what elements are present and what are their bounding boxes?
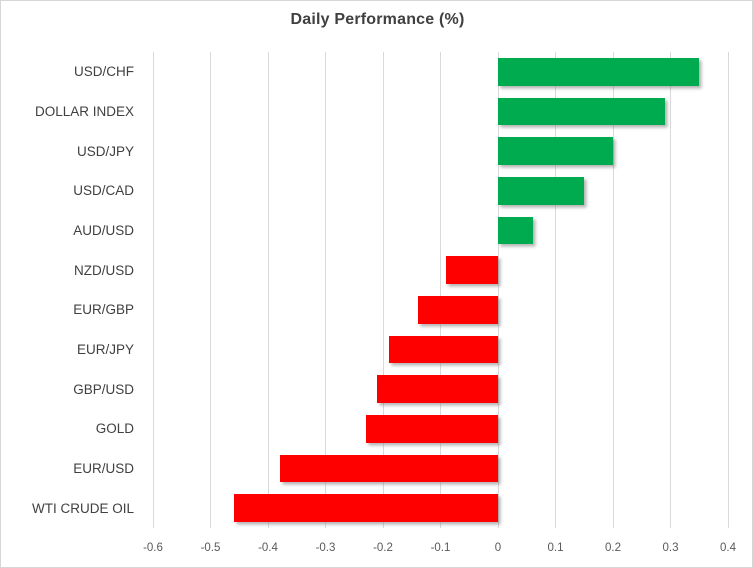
value-axis-tick-label: 0.3	[662, 542, 679, 554]
bar-usd-jpy	[498, 137, 613, 165]
category-label: DOLLAR INDEX	[34, 104, 134, 119]
value-axis-tick-label: 0	[494, 542, 502, 554]
bar-eur-jpy	[388, 335, 498, 364]
bar-wti-crude-oil	[233, 494, 498, 522]
bar-dollar-index	[498, 97, 665, 126]
vertical-gridline	[152, 52, 154, 528]
category-label: NZD/USD	[74, 262, 134, 278]
bar-gbp-usd	[377, 375, 498, 403]
category-label: USD/CAD	[73, 183, 134, 199]
value-axis-tick-label: 0.2	[605, 542, 621, 554]
vertical-gridline	[497, 52, 499, 528]
vertical-gridline	[440, 52, 441, 528]
category-label: USD/JPY	[76, 143, 134, 159]
vertical-gridline	[325, 52, 326, 528]
bar-eur-usd	[279, 454, 498, 483]
vertical-gridline	[555, 52, 556, 528]
value-axis-tick-label: 0.4	[720, 542, 736, 554]
bar-aud-usd	[498, 216, 533, 245]
category-label: EUR/USD	[73, 461, 134, 476]
value-axis-tick-label: -0.1	[430, 542, 451, 554]
bar-usd-cad	[498, 177, 585, 205]
bar-nzd-usd	[446, 256, 498, 284]
vertical-gridline	[670, 52, 671, 528]
bar-usd-chf	[498, 58, 700, 86]
category-label: GOLD	[95, 421, 134, 437]
value-axis-tick-label: -0.2	[373, 542, 393, 554]
value-axis-tick-label: 0.1	[547, 542, 564, 554]
category-label: WTI CRUDE OIL	[31, 500, 134, 516]
value-axis-tick-label: -0.3	[315, 542, 336, 554]
value-axis-tick-label: -0.5	[200, 542, 221, 554]
vertical-gridline	[727, 52, 729, 528]
vertical-gridline	[382, 52, 384, 528]
value-axis-tick-label: -0.4	[258, 542, 278, 554]
category-label: AUD/USD	[73, 223, 134, 238]
vertical-gridline	[210, 52, 211, 528]
bar-eur-gbp	[417, 296, 498, 324]
category-label: EUR/JPY	[76, 342, 134, 357]
vertical-gridline	[612, 52, 614, 528]
value-axis-tick-label: -0.6	[143, 542, 163, 554]
category-label: USD/CHF	[74, 64, 134, 80]
category-label: EUR/GBP	[73, 302, 134, 318]
vertical-gridline	[267, 52, 269, 528]
bar-gold	[365, 415, 498, 443]
category-label: GBP/USD	[73, 381, 134, 397]
chart-title: Daily Performance (%)	[290, 11, 465, 28]
